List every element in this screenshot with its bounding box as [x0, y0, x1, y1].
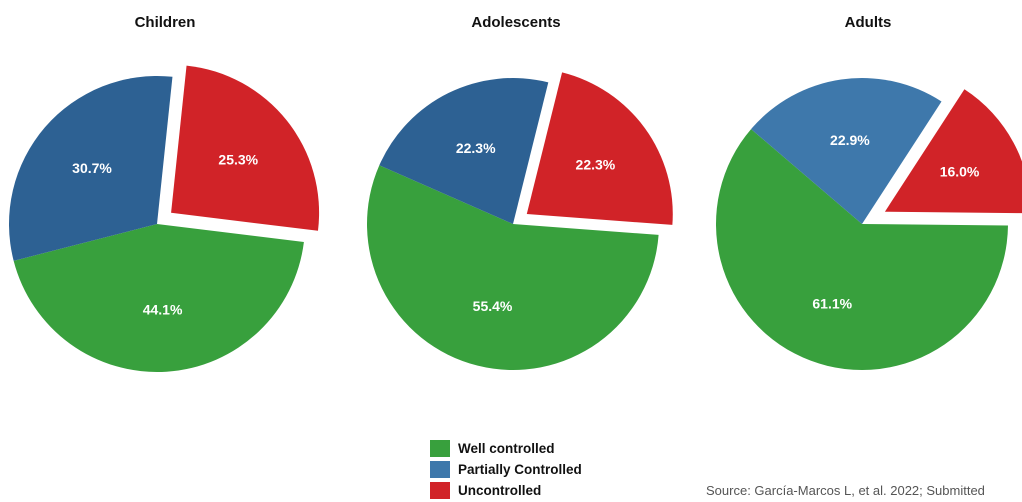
slice-data-label: 55.4% — [473, 298, 513, 314]
pie-chart-adults: Adults 16.0% 61.1% 22.9% — [716, 14, 1022, 370]
slice-data-label: 44.1% — [143, 302, 183, 318]
pie-slice-partially-controlled — [379, 77, 549, 225]
slice-data-label: 22.3% — [576, 156, 616, 172]
slice-data-label: 61.1% — [812, 295, 852, 311]
slice-data-label: 16.0% — [940, 164, 980, 180]
legend-item-partially-controlled: Partially Controlled — [430, 459, 582, 480]
legend-item-uncontrolled: Uncontrolled — [430, 480, 582, 501]
legend-label: Partially Controlled — [458, 462, 582, 477]
legend-label: Well controlled — [458, 441, 555, 456]
pie-chart-adolescents: Adolescents 22.3% 55.4% 22.3% — [366, 14, 673, 371]
legend: Well controlled Partially Controlled Unc… — [430, 438, 582, 501]
pie-slice-uncontrolled — [884, 89, 1022, 214]
slice-data-label: 25.3% — [218, 151, 258, 167]
pie-slice-partially-controlled — [751, 77, 942, 224]
slice-data-label: 22.3% — [456, 140, 496, 156]
pie-slice-well-controlled — [716, 129, 1008, 370]
slice-data-label: 22.9% — [830, 132, 870, 148]
source-note: Source: García-Marcos L, et al. 2022; Su… — [706, 483, 985, 498]
pie-chart-children: Children 25.3% 44.1% 30.7% — [8, 14, 320, 373]
legend-swatch — [430, 440, 450, 457]
pie-slice-uncontrolled — [526, 72, 673, 225]
legend-item-well-controlled: Well controlled — [430, 438, 582, 459]
pie-slice-well-controlled — [366, 165, 659, 371]
chart-title: Adults — [845, 14, 892, 31]
slice-data-label: 30.7% — [72, 160, 112, 176]
legend-label: Uncontrolled — [458, 483, 542, 498]
chart-title: Children — [135, 14, 196, 31]
legend-swatch — [430, 482, 450, 499]
legend-swatch — [430, 461, 450, 478]
pie-slice-uncontrolled — [171, 65, 320, 231]
pie-slice-well-controlled — [13, 224, 304, 373]
chart-title: Adolescents — [471, 14, 560, 31]
pie-slice-partially-controlled — [8, 76, 173, 261]
